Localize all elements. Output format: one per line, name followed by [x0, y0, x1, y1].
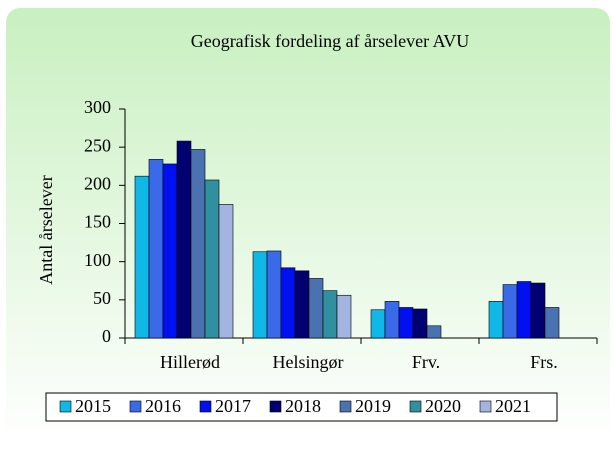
legend-swatch — [339, 400, 352, 413]
y-tick-label: 300 — [84, 97, 111, 117]
bar — [322, 290, 338, 339]
y-tick-label: 250 — [84, 135, 111, 155]
legend-swatch — [129, 400, 142, 413]
legend-label: 2017 — [215, 396, 251, 416]
bar — [162, 163, 178, 339]
legend-swatch — [479, 400, 492, 413]
bar — [204, 179, 220, 339]
legend-label: 2015 — [75, 396, 111, 416]
bar — [488, 301, 504, 339]
bar — [294, 270, 310, 339]
bar — [308, 278, 324, 339]
bar — [252, 251, 268, 339]
legend-swatch — [59, 400, 72, 413]
legend-swatch — [409, 400, 422, 413]
legend-label: 2019 — [355, 396, 391, 416]
y-tick-label: 50 — [93, 288, 111, 308]
bar — [336, 294, 352, 339]
y-axis-label: Antal årselever — [36, 175, 56, 284]
y-tick-label: 150 — [84, 212, 111, 232]
bar — [190, 149, 206, 339]
legend-label: 2020 — [425, 396, 461, 416]
y-tick-label: 0 — [102, 326, 111, 346]
bar — [148, 159, 164, 339]
x-tick-label: Hillerød — [160, 352, 220, 372]
legend-swatch — [269, 400, 282, 413]
bar — [134, 175, 150, 339]
legend-label: 2021 — [495, 396, 531, 416]
bar — [370, 309, 386, 339]
bar — [412, 308, 428, 339]
bar — [280, 267, 296, 339]
legend-label: 2018 — [285, 396, 321, 416]
bar — [384, 301, 400, 339]
bar — [530, 282, 546, 339]
bar — [266, 250, 282, 339]
bar — [218, 204, 234, 339]
chart-title: Geografisk fordeling af årselever AVU — [191, 31, 470, 51]
bar — [426, 325, 442, 339]
bar — [544, 307, 560, 339]
legend-label: 2016 — [145, 396, 181, 416]
y-tick-label: 200 — [84, 173, 111, 193]
x-tick-label: Helsingør — [273, 352, 344, 372]
y-tick-label: 100 — [84, 250, 111, 270]
x-tick-label: Frs. — [530, 352, 558, 372]
bar — [516, 281, 532, 339]
bar — [176, 140, 192, 339]
x-tick-label: Frv. — [412, 352, 440, 372]
bar — [398, 307, 414, 339]
bar — [502, 284, 518, 339]
legend-swatch — [199, 400, 212, 413]
